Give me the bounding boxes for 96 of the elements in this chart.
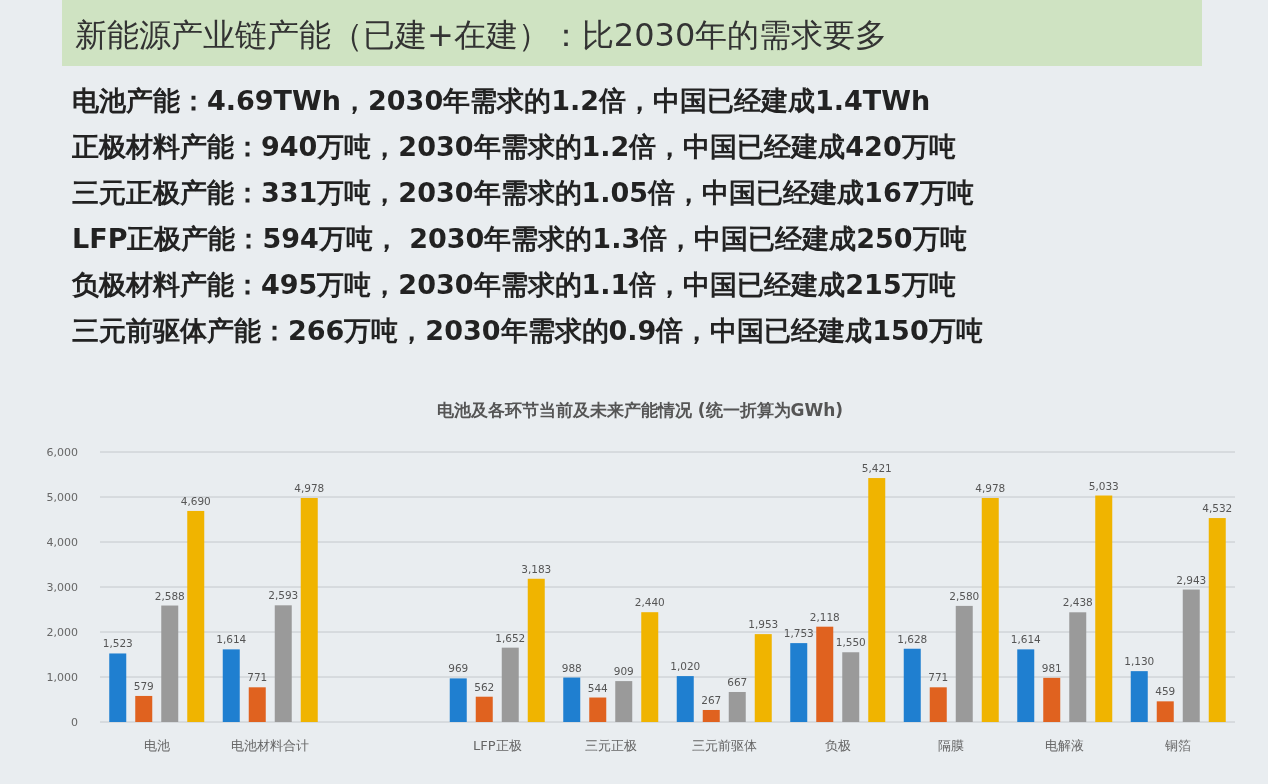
data-label: 5,421 (861, 462, 892, 475)
bar (1182, 589, 1200, 722)
data-label: 2,440 (634, 596, 665, 609)
data-label: 1,020 (670, 660, 701, 673)
y-tick-label: 5,000 (46, 491, 78, 504)
x-tick-label: 隔膜 (938, 738, 965, 753)
bar (1095, 495, 1113, 722)
data-label: 969 (448, 662, 469, 675)
data-label: 1,652 (495, 631, 526, 644)
data-label: 1,130 (1124, 655, 1155, 668)
text: 正极材料产能：940万吨，2030年需求的1.2倍，中国已经建成420万吨 (71, 131, 956, 162)
data-label: 909 (613, 665, 634, 678)
x-tick-label: 电解液 (1045, 738, 1085, 753)
data-label: 1,523 (102, 637, 133, 650)
data-label: 3,183 (521, 562, 552, 575)
text: LFP正极产能：594万吨， 2030年需求的1.3倍，中国已经建成250万吨 (72, 223, 967, 254)
bar (868, 478, 886, 722)
data-label: 771 (247, 671, 268, 684)
bar (1017, 649, 1035, 722)
data-label: 1,614 (1010, 633, 1042, 646)
x-tick-label: LFP正极 (472, 738, 522, 753)
data-label: 267 (701, 693, 722, 706)
data-label: 459 (1155, 685, 1176, 698)
bar (109, 653, 127, 722)
x-tick-label: 三元正极 (584, 738, 637, 753)
bar (754, 634, 772, 722)
y-tick-label: 2,000 (46, 626, 78, 639)
data-label: 1,753 (783, 627, 814, 640)
chart-title: 新能源产业链产能（已建+在建）：比2030年的需求要多 (75, 16, 888, 54)
data-label: 2,580 (949, 589, 980, 602)
x-tick-label: 电池材料合计 (231, 738, 310, 753)
bar (1156, 701, 1174, 722)
text: 电池产能：4.69TWh，2030年需求的1.2倍，中国已经建成1.4TWh (72, 85, 931, 116)
bar (300, 497, 318, 722)
data-label: 988 (561, 661, 582, 674)
data-label: 1,953 (748, 618, 779, 631)
bar (187, 510, 205, 722)
data-label: 2,943 (1176, 573, 1207, 586)
data-label: 1,628 (897, 632, 928, 645)
bar (1069, 612, 1087, 722)
bar (274, 605, 292, 722)
bar (955, 605, 973, 722)
bar (615, 681, 633, 722)
bar (842, 652, 860, 722)
data-label: 4,690 (180, 494, 211, 507)
y-tick-label: 6,000 (46, 446, 78, 459)
data-label: 4,978 (294, 481, 325, 494)
bar (222, 649, 240, 722)
bar (702, 709, 720, 722)
chart-subtitle: 电池及各环节当前及未来产能情况 (统一折算为GWh) (436, 400, 844, 420)
data-label: 5,033 (1088, 479, 1119, 492)
data-label: 579 (133, 679, 154, 692)
data-label: 1,614 (216, 633, 247, 646)
text: 三元前驱体产能：266万吨，2030年需求的0.9倍，中国已经建成150万吨 (72, 315, 983, 346)
x-tick-label: 三元前驱体 (691, 738, 757, 753)
data-label: 2,118 (809, 610, 840, 623)
bar (135, 695, 153, 722)
bar (981, 497, 999, 722)
bar (527, 578, 545, 722)
data-label: 667 (727, 675, 748, 688)
bar (589, 697, 607, 722)
y-tick-label: 0 (71, 716, 78, 729)
data-label: 4,532 (1202, 502, 1233, 515)
bar (903, 648, 921, 722)
data-label: 2,438 (1062, 596, 1093, 609)
data-label: 2,588 (154, 589, 185, 602)
data-label: 1,550 (835, 636, 866, 649)
y-tick-label: 3,000 (46, 581, 78, 594)
bar (449, 678, 467, 722)
bar (1130, 671, 1148, 722)
bar (676, 676, 694, 722)
bar (563, 677, 581, 722)
data-label: 4,978 (975, 481, 1006, 494)
y-tick-label: 1,000 (46, 671, 78, 684)
data-label: 771 (928, 671, 949, 684)
bar (161, 605, 179, 722)
bar (501, 647, 519, 722)
data-label: 2,593 (268, 589, 299, 602)
data-label: 562 (474, 680, 495, 693)
x-tick-label: 电池 (143, 738, 170, 753)
bar (641, 612, 659, 722)
x-tick-label: 铜箔 (1164, 738, 1192, 753)
bar (1208, 518, 1226, 722)
bar (929, 687, 947, 722)
bar (248, 687, 266, 722)
text: 三元正极产能：331万吨，2030年需求的1.05倍，中国已经建成167万吨 (72, 177, 975, 208)
bar (475, 696, 493, 722)
data-label: 544 (587, 681, 609, 694)
bar (728, 691, 746, 722)
bar (1043, 677, 1061, 722)
y-tick-label: 4,000 (46, 536, 78, 549)
data-label: 981 (1041, 661, 1062, 674)
bar (816, 626, 834, 722)
x-tick-label: 负极 (824, 738, 851, 753)
text: 负极材料产能：495万吨，2030年需求的1.1倍，中国已经建成215万吨 (71, 269, 956, 300)
bar (790, 643, 808, 722)
